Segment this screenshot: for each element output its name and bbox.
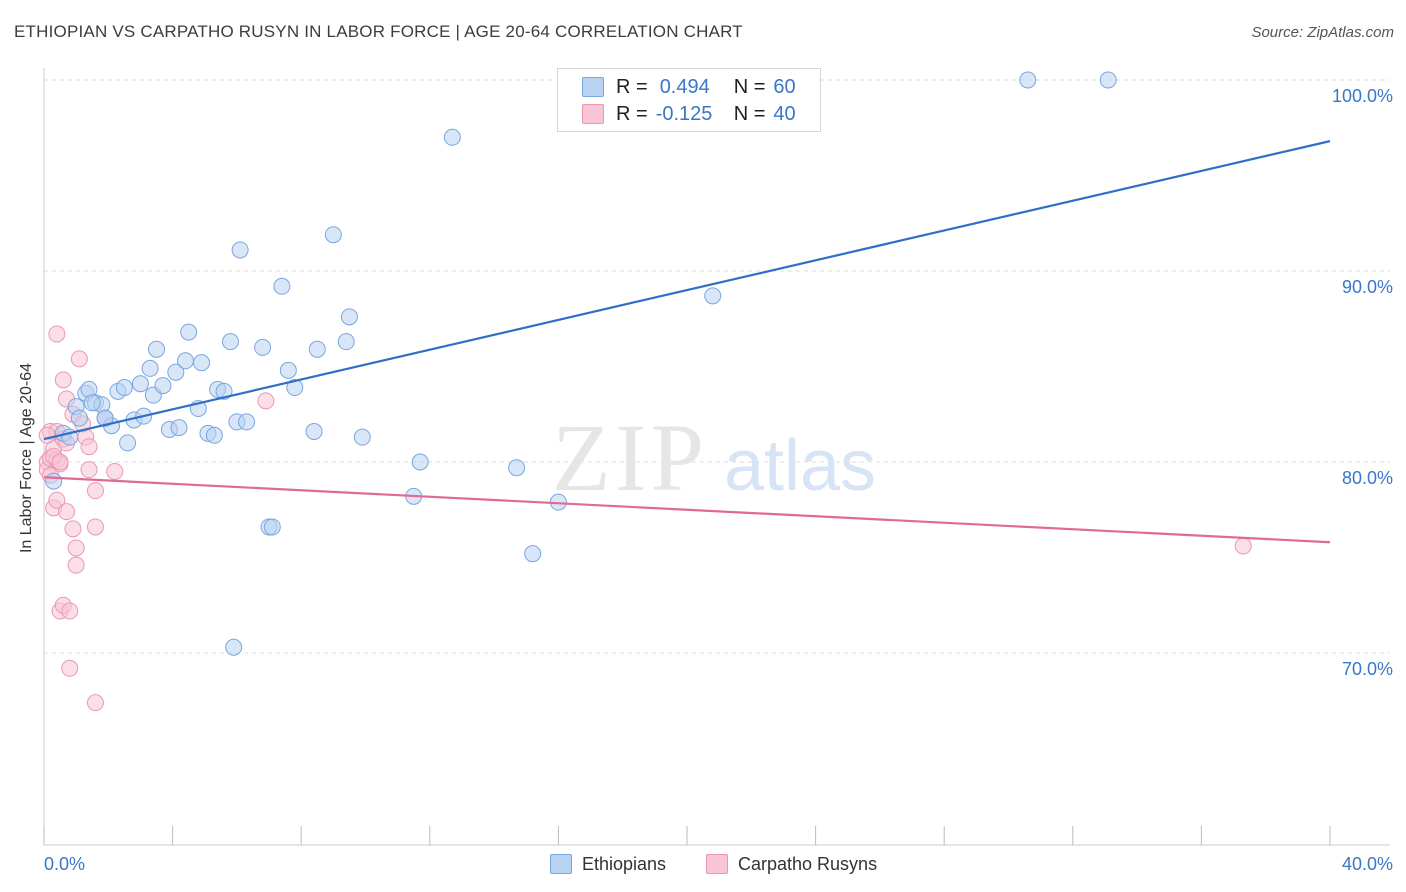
chart-title: ETHIOPIAN VS CARPATHO RUSYN IN LABOR FOR… — [14, 22, 743, 41]
ethiopian-point — [83, 394, 101, 412]
source-label: Source: ZipAtlas.com — [1251, 24, 1394, 41]
ethiopian-point — [254, 338, 272, 356]
legend-label-ethiopians: Ethiopians — [582, 853, 667, 874]
carpatho-rusyn-point — [70, 350, 88, 368]
ethiopian-point — [411, 453, 429, 471]
r-label: R = — [616, 75, 648, 98]
ethiopian-point — [45, 472, 63, 490]
x-tick-label: 40.0% — [1342, 854, 1393, 874]
ethiopian-point — [180, 323, 198, 341]
ethiopians-swatch — [582, 77, 604, 97]
ethiopian-point — [148, 340, 166, 358]
ethiopian-point — [353, 428, 371, 446]
ethiopian-point — [96, 409, 114, 427]
ethiopian-point — [337, 333, 355, 351]
watermark-atlas: atlas — [724, 426, 876, 506]
ethiopians-swatch — [550, 854, 572, 874]
legend-item-ethiopians: Ethiopians — [550, 852, 666, 876]
legend-label-carpatho-rusyns: Carpatho Rusyns — [738, 853, 878, 874]
carpatho-rusyn-point — [86, 694, 104, 712]
n-value: 60 — [773, 75, 796, 98]
ethiopian-point — [170, 419, 188, 437]
carpatho-rusyn-point — [106, 463, 124, 481]
ethiopian-point — [176, 352, 194, 370]
ethiopian-point — [131, 375, 149, 393]
ethiopian-point — [279, 361, 297, 379]
ethiopians-trend-line — [43, 140, 1331, 441]
carpatho-rusyn-point — [86, 482, 104, 500]
ethiopian-point — [141, 359, 159, 377]
carpatho-rusyn-point — [58, 503, 76, 521]
ethiopian-point — [286, 379, 304, 397]
series-ethiopians — [45, 71, 1117, 656]
carpatho-rusyn-point — [67, 539, 85, 557]
ethiopian-point — [225, 638, 243, 656]
ethiopian-point — [340, 308, 358, 326]
ethiopian-point — [508, 459, 526, 477]
zipatlas-watermark: ZIP atlas — [552, 404, 876, 511]
ethiopian-point — [1099, 71, 1117, 89]
carpatho-rusyn-point — [86, 518, 104, 536]
carpatho-rusyn-point — [64, 520, 82, 538]
carpatho-rusyns-swatch — [706, 854, 728, 874]
ethiopian-point — [524, 545, 542, 563]
carpatho-rusyns-swatch — [582, 104, 604, 124]
ethiopian-point — [308, 340, 326, 358]
r-label: R = — [616, 102, 648, 125]
ethiopian-point — [70, 409, 88, 427]
tick-labels: 70.0% 80.0% 90.0% 100.0% 0.0% 40.0% — [44, 86, 1393, 874]
ethiopian-point — [193, 354, 211, 372]
ethiopian-point — [263, 518, 281, 536]
ethiopian-point — [238, 413, 256, 431]
ethiopian-point — [119, 434, 137, 452]
legend-row-ethiopians: R = 0.494 N = 60 — [582, 76, 796, 98]
legend-item-carpatho-rusyns: Carpatho Rusyns — [706, 852, 877, 876]
carpatho-rusyn-point — [1234, 537, 1252, 555]
grid-lines — [44, 79, 1390, 654]
n-value: 40 — [773, 102, 796, 125]
y-tick-label: 100.0% — [1332, 86, 1393, 106]
watermark-zip: ZIP — [552, 404, 708, 511]
carpatho-rusyn-point — [38, 426, 56, 444]
ethiopian-point — [1019, 71, 1037, 89]
r-value: -0.125 — [655, 102, 713, 125]
carpatho-rusyn-point — [48, 491, 66, 509]
stats-legend: R = 0.494 N = 60 R = -0.125 N = 40 — [557, 68, 821, 132]
carpatho-rusyn-point — [80, 438, 98, 456]
x-tick-label: 0.0% — [44, 854, 85, 874]
carpatho-rusyns-trend-line — [43, 476, 1331, 544]
carpatho-rusyn-point — [80, 461, 98, 479]
y-tick-label: 90.0% — [1342, 277, 1393, 297]
carpatho-rusyn-point — [67, 556, 85, 574]
n-label: N = — [733, 75, 766, 98]
ethiopian-point — [443, 128, 461, 146]
ethiopian-point — [273, 277, 291, 295]
ethiopian-point — [324, 226, 342, 244]
n-label: N = — [733, 102, 766, 125]
y-tick-label: 80.0% — [1342, 468, 1393, 488]
ethiopian-point — [305, 422, 323, 440]
ethiopian-point — [231, 241, 249, 259]
y-tick-label: 70.0% — [1342, 659, 1393, 679]
ethiopian-point — [115, 379, 133, 397]
carpatho-rusyn-point — [61, 659, 79, 677]
ethiopian-point — [167, 363, 185, 381]
carpatho-rusyn-point — [54, 371, 72, 389]
carpatho-rusyn-point — [257, 392, 275, 410]
carpatho-rusyn-point — [61, 602, 79, 620]
ethiopian-point — [205, 426, 223, 444]
trend-lines — [43, 140, 1331, 544]
carpatho-rusyn-point — [51, 453, 69, 471]
r-value: 0.494 — [659, 75, 710, 98]
legend-row-carpatho-rusyns: R = -0.125 N = 40 — [582, 103, 796, 125]
ethiopian-point — [154, 377, 172, 395]
ethiopian-point — [704, 287, 722, 305]
ethiopian-point — [221, 333, 239, 351]
carpatho-rusyn-point — [48, 325, 66, 343]
axes — [43, 68, 1390, 846]
